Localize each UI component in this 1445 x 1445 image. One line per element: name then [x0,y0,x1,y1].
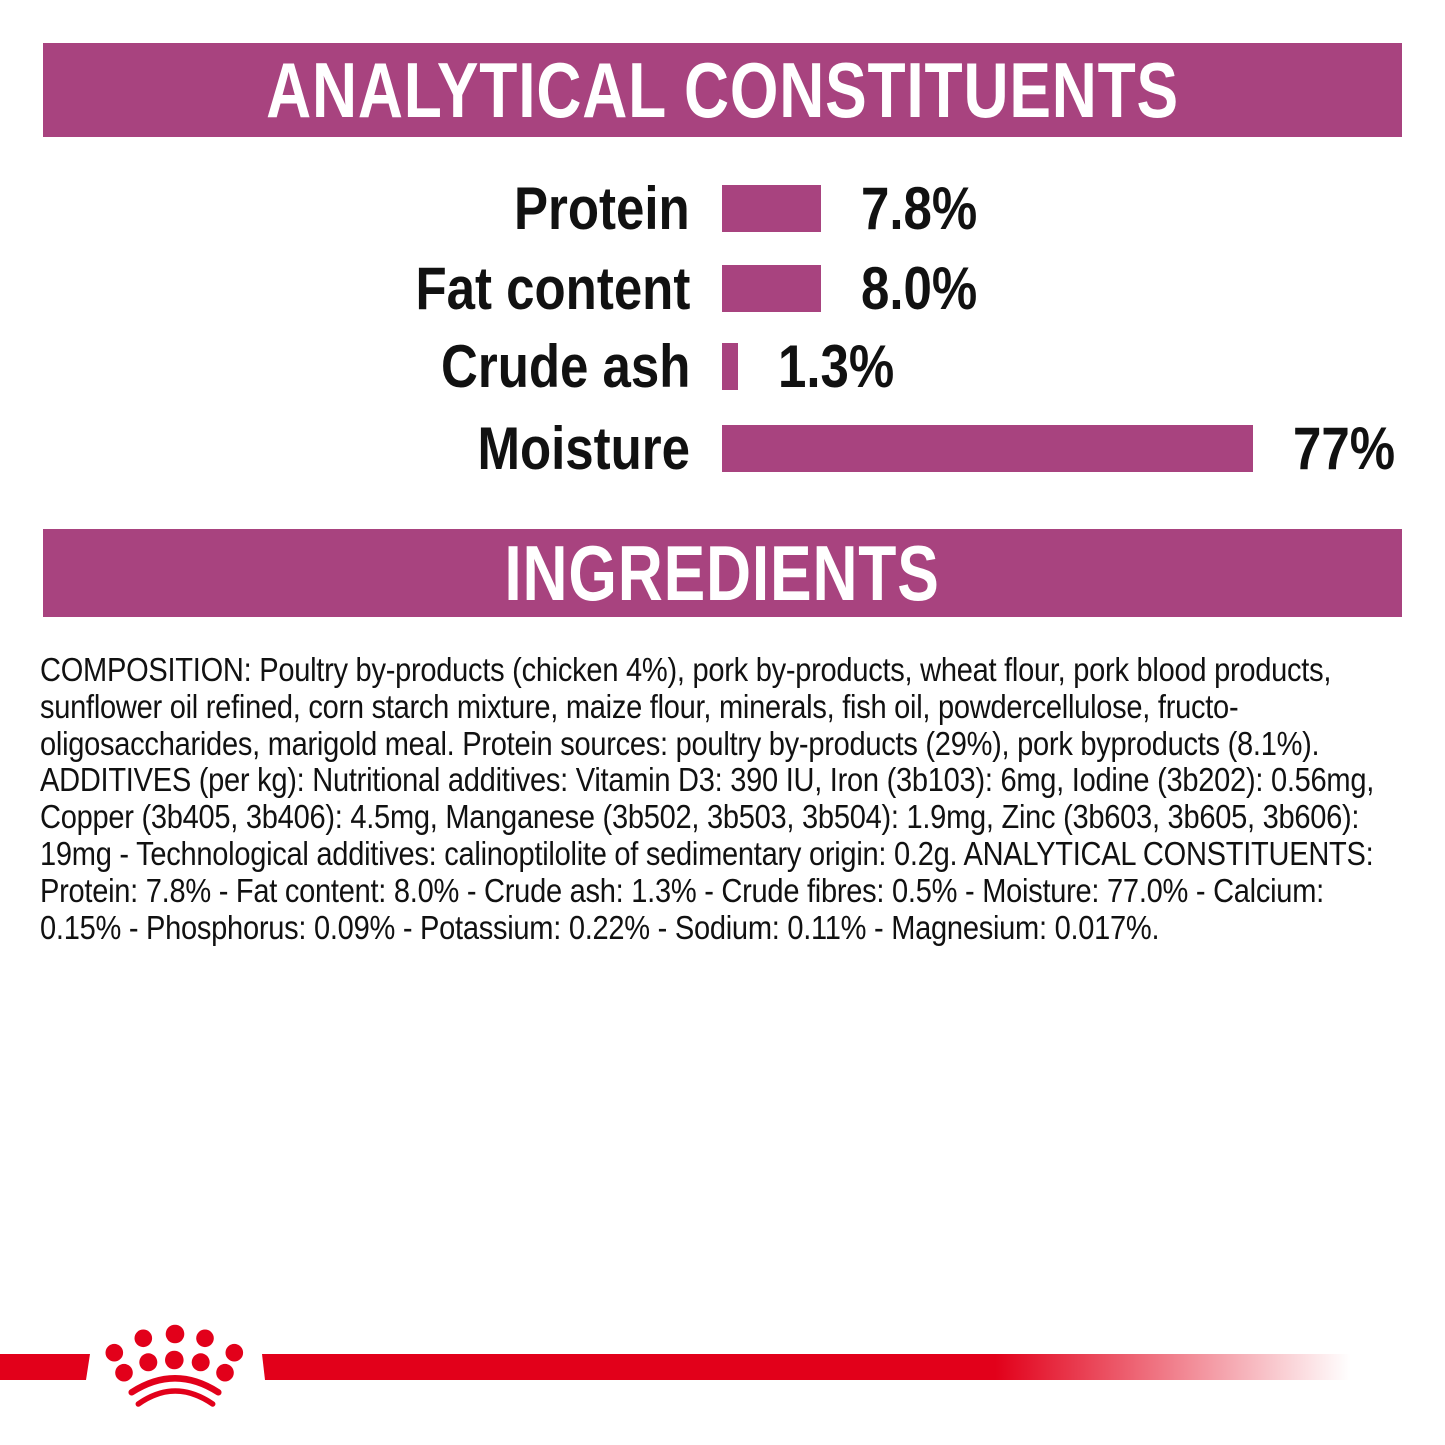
footer-red-band-right [262,1354,1445,1380]
analytical-constituents-banner: ANALYTICAL CONSTITUENTS [43,43,1402,137]
chart-row: Moisture 77% [0,409,1413,489]
ingredients-banner: INGREDIENTS [43,529,1402,617]
composition-text: COMPOSITION: Poultry by-products (chicke… [40,651,1375,946]
chart-row: Fat content 8.0% [0,249,998,329]
chart-category-label: Protein [514,175,690,242]
chart-value-label: 77% [1293,415,1396,482]
chart-category-label: Crude ash [440,333,690,400]
chart-category-label: Fat content [415,255,690,322]
royal-canin-crown-icon [105,1324,244,1407]
chart-value-label: 1.3% [778,333,895,400]
chart-category-label: Moisture [477,415,690,482]
chart-bar [722,343,738,390]
chart-bar [722,265,821,312]
chart-value-label: 7.8% [861,175,978,242]
analytical-constituents-title: ANALYTICAL CONSTITUENTS [266,45,1179,134]
analytical-chart: Protein 7.8% Fat content 8.0% Crude ash 1.3% M… [0,0,1445,520]
chart-bar [722,425,1253,472]
chart-row: Crude ash 1.3% [0,327,915,407]
chart-row: Protein 7.8% [0,169,998,249]
ingredients-title: INGREDIENTS [504,528,941,617]
chart-bar [722,185,821,232]
chart-value-label: 8.0% [861,255,978,322]
footer-red-band-left [0,1354,90,1380]
